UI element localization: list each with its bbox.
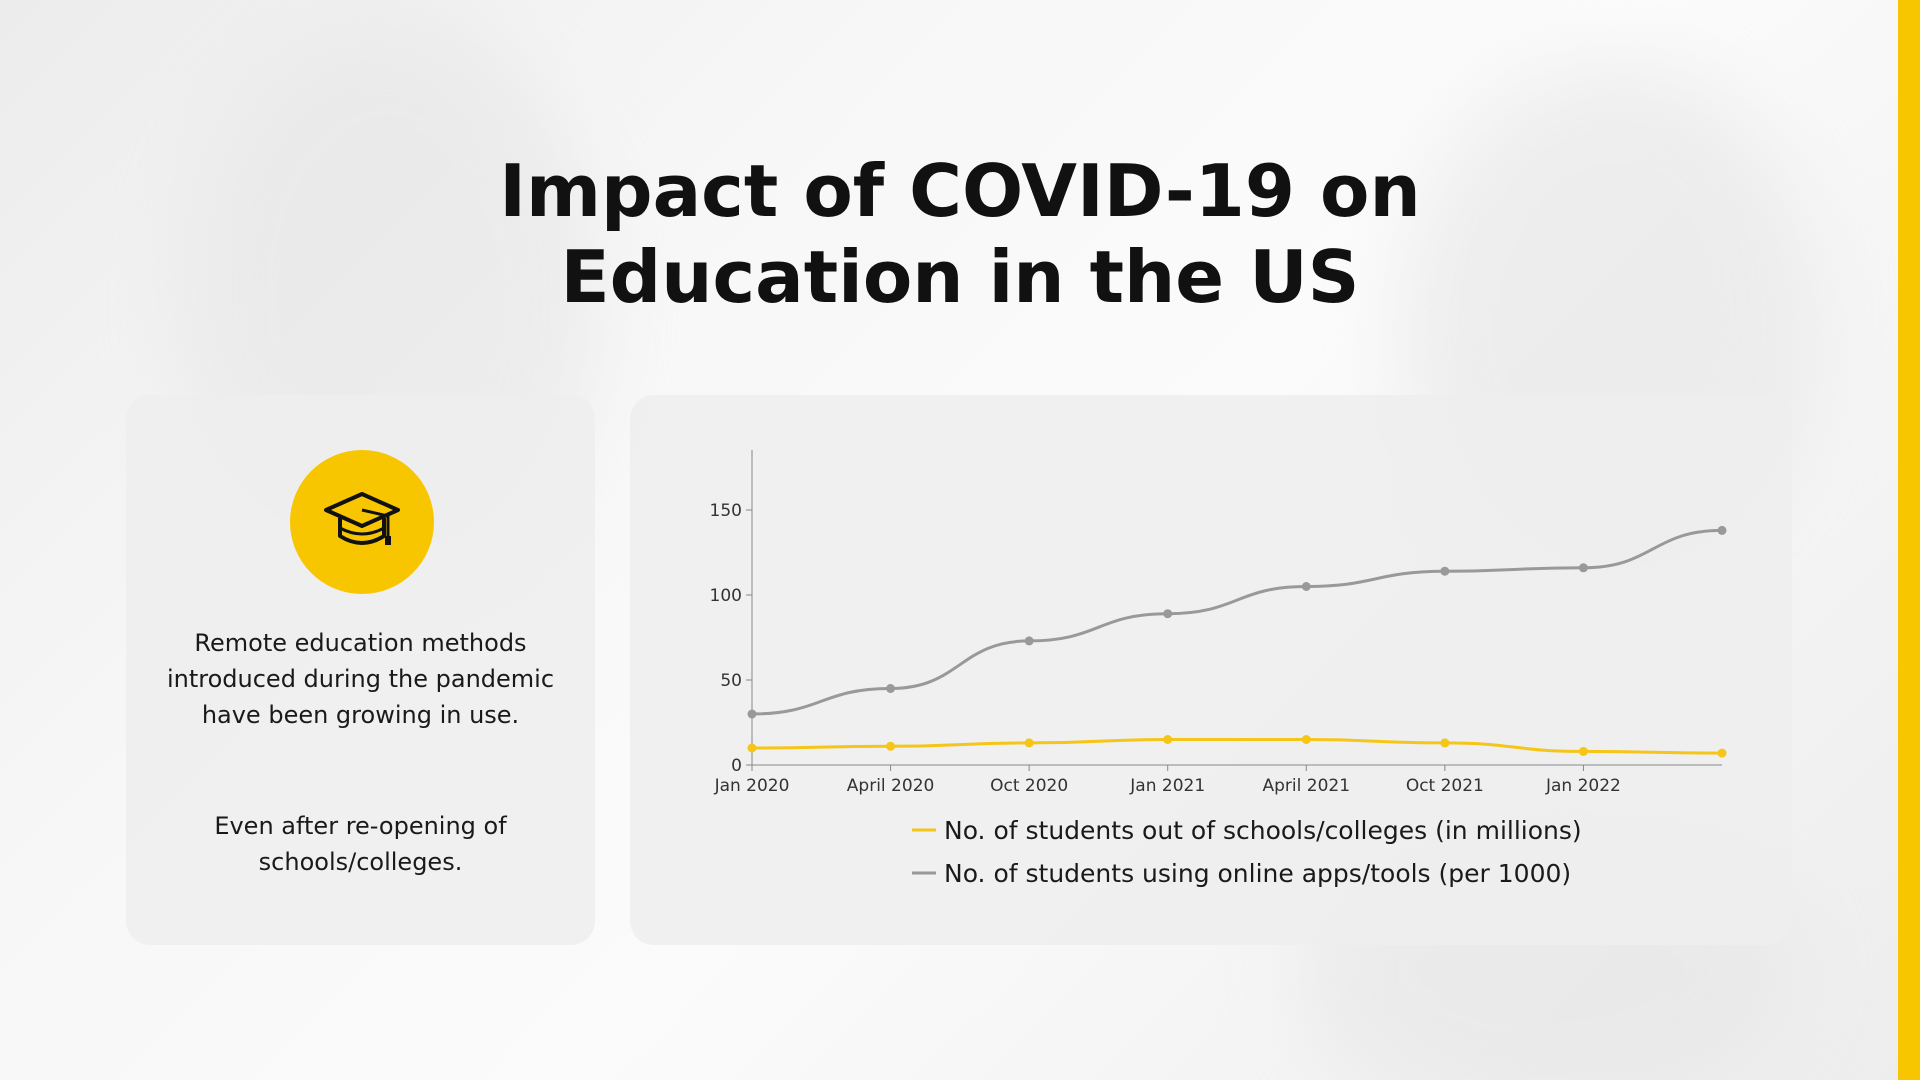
y-tick-label: 50 (720, 671, 742, 691)
chart-card: 0 50 100 150 Jan 2020 April 2020 Oct 2020 Jan 2… (630, 395, 1792, 945)
card-paragraph-1: Remote education methods introduced duri… (166, 629, 555, 729)
series-1-point (1301, 735, 1311, 744)
series-2-point (1717, 525, 1727, 535)
series-2-point (1301, 582, 1311, 591)
accent-bar (1898, 0, 1920, 1080)
title-line-1: Impact of COVID-19 on (499, 149, 1421, 234)
series-2-point (1163, 609, 1173, 619)
series-2-point (1578, 563, 1588, 573)
series-line-1 (751, 738, 1723, 755)
graduation-cap-icon (324, 492, 400, 545)
y-tick-label: 0 (731, 756, 742, 776)
series-1-point (1024, 738, 1034, 748)
x-tick-label: Jan 2020 (714, 776, 790, 796)
series-1-point (1717, 748, 1727, 758)
series-2-point (1440, 566, 1450, 576)
series-2-point (747, 709, 757, 719)
x-tick-label: Oct 2021 (1406, 776, 1484, 796)
series-1-point (747, 743, 757, 753)
series-2-point (1024, 636, 1034, 646)
y-tick-label: 100 (710, 586, 742, 606)
x-tick-label: Jan 2022 (1545, 776, 1621, 796)
x-tick-label: April 2020 (847, 776, 935, 796)
x-tick-label: Oct 2020 (990, 776, 1068, 796)
page-title: Impact of COVID-19 on Education in the U… (0, 148, 1920, 320)
series-1-point (886, 741, 896, 751)
series-1-point (1163, 735, 1173, 744)
title-line-2: Education in the US (560, 235, 1360, 320)
x-tick-label: April 2021 (1263, 776, 1351, 796)
series-2-point (886, 684, 896, 693)
card-paragraph-2: Even after re-opening of schools/college… (214, 812, 507, 876)
info-card: Remote education methods introduced duri… (126, 395, 595, 945)
series-line-2 (751, 528, 1723, 716)
legend-label: No. of students out of schools/colleges … (944, 816, 1582, 845)
legend-label: No. of students using online apps/tools … (944, 859, 1571, 888)
y-tick-label: 150 (710, 501, 742, 521)
x-tick-label: Jan 2021 (1129, 776, 1205, 796)
series-1-point (1440, 738, 1450, 748)
series-1-point (1578, 746, 1588, 756)
icon-badge (290, 450, 434, 594)
line-chart: 0 50 100 150 Jan 2020 April 2020 Oct 2020 Jan 2… (710, 450, 1727, 888)
